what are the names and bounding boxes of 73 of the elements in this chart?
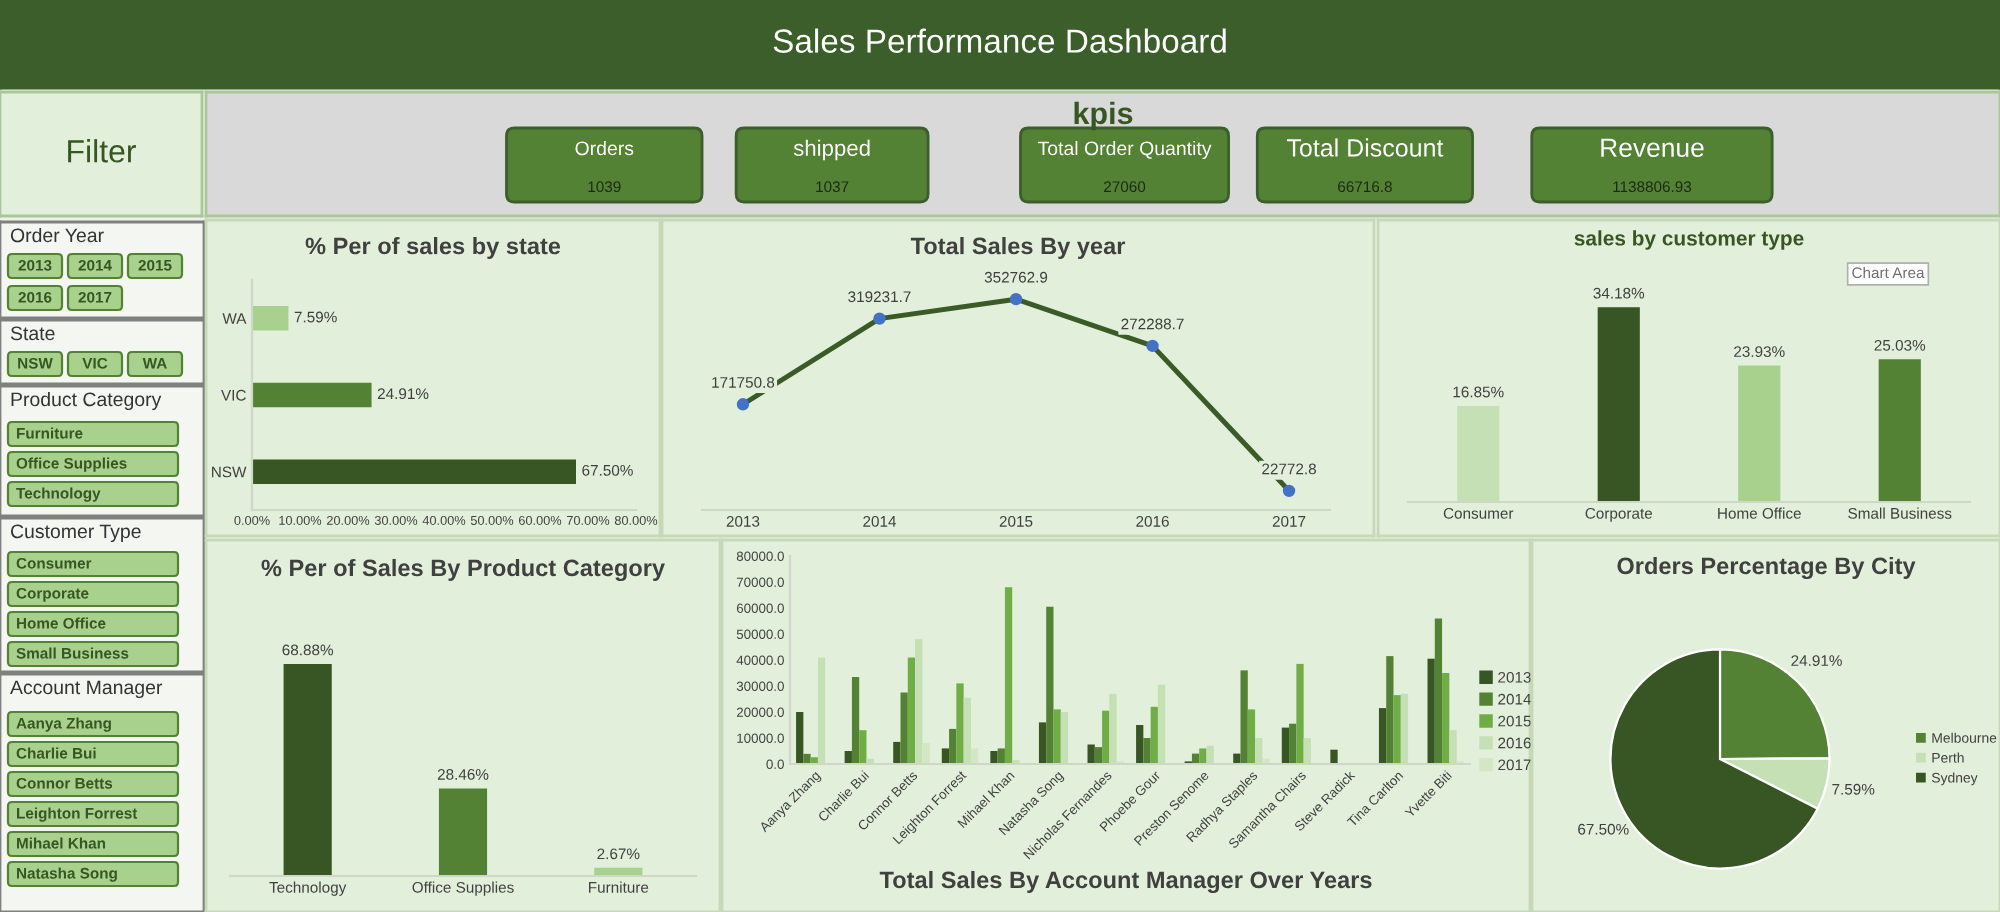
- category-label: Total Order Quantity: [1037, 140, 1212, 160]
- bar: [803, 753, 811, 764]
- text: Product Category: [11, 391, 162, 411]
- bar: [1157, 684, 1166, 764]
- bar: [1240, 670, 1248, 764]
- text: Filter: [68, 139, 136, 163]
- bar: [1150, 706, 1158, 764]
- text: Order Year: [10, 227, 104, 243]
- bar: [990, 751, 998, 764]
- bar: [1457, 405, 1500, 502]
- text: Account Manager: [10, 680, 163, 699]
- chart-title: sales by customer type: [1574, 230, 1804, 250]
- bar: [1004, 587, 1013, 764]
- bar: [252, 382, 372, 408]
- bar: [1296, 663, 1304, 764]
- bar: [859, 730, 867, 764]
- bar: [796, 712, 804, 764]
- bar: [1143, 738, 1151, 764]
- bar: [1136, 725, 1144, 764]
- text: Sales Performance Dashboard: [773, 28, 1226, 53]
- bar: [1109, 693, 1117, 764]
- bar: [252, 459, 576, 484]
- bar: [1199, 748, 1207, 764]
- bar: [915, 639, 923, 764]
- bar: [893, 741, 901, 764]
- bar: [956, 683, 964, 764]
- bar: [1378, 708, 1387, 764]
- bar: [1255, 738, 1263, 764]
- bar: [1038, 722, 1047, 764]
- bar: [1330, 749, 1338, 764]
- chart-title: Orders Percentage By City: [1617, 556, 1916, 580]
- bar: [941, 748, 950, 764]
- bar: [1738, 365, 1781, 502]
- bar: [1303, 738, 1311, 764]
- bar: [1393, 695, 1401, 764]
- text: State: [10, 326, 55, 341]
- text: kpis: [1074, 101, 1133, 131]
- bar: [949, 728, 957, 764]
- bar: [1094, 747, 1103, 764]
- bar: [1289, 723, 1297, 764]
- bar: [1087, 744, 1095, 764]
- chart-title: % Per of sales by state: [305, 237, 561, 260]
- bar: [1386, 656, 1394, 764]
- bar: [1046, 606, 1054, 764]
- bar: [970, 748, 979, 764]
- category-label: shipped: [793, 139, 870, 161]
- bar: [907, 657, 916, 764]
- text: Total Sales By Account Manager Over Years: [879, 870, 1372, 894]
- bar: [900, 692, 908, 764]
- bar: [1427, 658, 1435, 764]
- bar: [1597, 307, 1640, 502]
- bar: [1878, 359, 1921, 502]
- category-label: Total Discount: [1286, 138, 1444, 157]
- bar: [1281, 727, 1290, 764]
- bar: [851, 676, 860, 764]
- bar: [817, 657, 826, 764]
- chart-title: % Per of Sales By Product Category: [261, 558, 665, 582]
- bar: [1102, 710, 1110, 764]
- bar: [922, 743, 930, 764]
- category-label: Revenue: [1601, 138, 1704, 158]
- bar: [1053, 709, 1061, 764]
- chart-title: Total Sales By year: [910, 237, 1126, 260]
- bar: [963, 697, 971, 764]
- category-label: Orders: [575, 140, 634, 156]
- bar: [252, 306, 289, 331]
- bar: [1247, 709, 1256, 764]
- bar: [1442, 673, 1450, 764]
- text: Customer Type: [10, 524, 141, 543]
- bar: [997, 748, 1005, 764]
- bar: [1449, 730, 1457, 764]
- bar: [1400, 693, 1409, 764]
- bar: [1434, 618, 1443, 764]
- bar: [1060, 712, 1069, 764]
